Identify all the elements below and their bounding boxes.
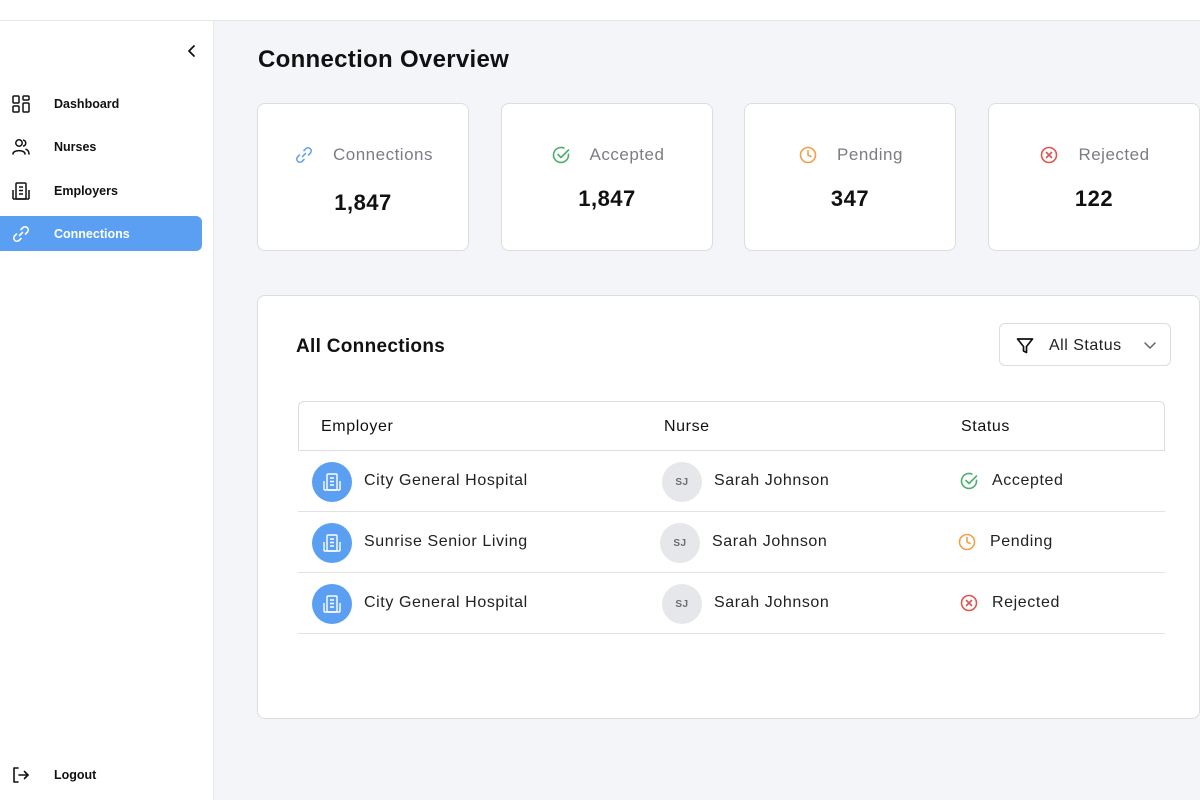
sidebar-item-label: Dashboard (54, 96, 120, 111)
nurse-avatar: SJ (660, 523, 700, 563)
filter-icon (1014, 335, 1036, 357)
stat-value: 122 (1074, 186, 1114, 211)
logout-label: Logout (54, 768, 97, 782)
status-text: Rejected (992, 594, 1060, 611)
nurse-name: Sarah Johnson (714, 472, 830, 489)
grid-icon (10, 93, 32, 115)
stat-value: 1,847 (578, 186, 636, 211)
panel-title: All Connections (296, 336, 446, 357)
employer-name: Sunrise Senior Living (364, 533, 528, 550)
x-circle-icon (958, 592, 980, 614)
nurse-name: Sarah Johnson (714, 594, 830, 611)
status-text: Accepted (992, 472, 1064, 489)
connections-table: Employer Nurse Status City General Hospi… (298, 401, 1165, 634)
link-icon (293, 144, 315, 166)
employer-avatar (312, 584, 352, 624)
stat-card-pending: Pending 347 (744, 103, 956, 251)
stat-value: 1,847 (334, 190, 392, 215)
status-filter-dropdown[interactable]: All Status (999, 323, 1171, 366)
stat-label: Accepted (589, 145, 665, 164)
building-icon (323, 595, 341, 613)
users-icon (10, 136, 32, 158)
check-circle-icon (550, 144, 572, 166)
stat-label: Connections (332, 145, 433, 164)
building-icon (323, 534, 341, 552)
stat-card-connections: Connections 1,847 (257, 103, 469, 251)
sidebar-item-dashboard[interactable]: Dashboard (0, 86, 202, 121)
stat-label: Pending (837, 145, 903, 164)
sidebar-item-connections[interactable]: Connections (0, 216, 202, 251)
employer-avatar (312, 462, 352, 502)
sidebar-item-employers[interactable]: Employers (0, 173, 202, 208)
column-header-employer[interactable]: Employer (321, 418, 394, 435)
employer-name: City General Hospital (364, 472, 528, 489)
stat-label: Rejected (1078, 145, 1150, 164)
sidebar: Dashboard Nurses Employers Connections L… (0, 21, 214, 800)
building-icon (323, 473, 341, 491)
chevron-left-icon (188, 45, 195, 57)
stat-card-rejected: Rejected 122 (988, 103, 1200, 251)
chevron-down-icon (1142, 337, 1158, 353)
page-title: Connection Overview (258, 46, 510, 73)
table-row[interactable]: City General Hospital SJ Sarah Johnson A… (298, 451, 1165, 512)
sidebar-item-nurses[interactable]: Nurses (0, 129, 202, 164)
building-icon (10, 180, 32, 202)
column-header-status[interactable]: Status (961, 418, 1010, 435)
sidebar-item-label: Nurses (54, 139, 97, 154)
top-bar (0, 0, 1200, 21)
connections-panel: All Connections All Status Employer Nurs… (257, 295, 1200, 719)
check-circle-icon (958, 470, 980, 492)
employer-name: City General Hospital (364, 594, 528, 611)
table-row[interactable]: Sunrise Senior Living SJ Sarah Johnson P… (298, 512, 1165, 573)
collapse-sidebar-button[interactable] (182, 41, 202, 61)
status-text: Pending (990, 533, 1053, 550)
logout-icon (10, 764, 32, 786)
stat-card-accepted: Accepted 1,847 (501, 103, 713, 251)
employer-avatar (312, 523, 352, 563)
column-header-nurse[interactable]: Nurse (664, 418, 710, 435)
clock-icon (956, 531, 978, 553)
table-header: Employer Nurse Status (298, 401, 1165, 451)
sidebar-item-label: Connections (54, 226, 130, 241)
link-icon (10, 223, 32, 245)
nurse-avatar: SJ (662, 584, 702, 624)
clock-icon (797, 144, 819, 166)
nurse-avatar: SJ (662, 462, 702, 502)
table-row[interactable]: City General Hospital SJ Sarah Johnson R… (298, 573, 1165, 634)
filter-label: All Status (1049, 337, 1122, 354)
stat-value: 347 (830, 186, 870, 211)
logout-button[interactable]: Logout (0, 761, 202, 789)
nurse-name: Sarah Johnson (712, 533, 828, 550)
sidebar-item-label: Employers (54, 183, 118, 198)
x-circle-icon (1038, 144, 1060, 166)
